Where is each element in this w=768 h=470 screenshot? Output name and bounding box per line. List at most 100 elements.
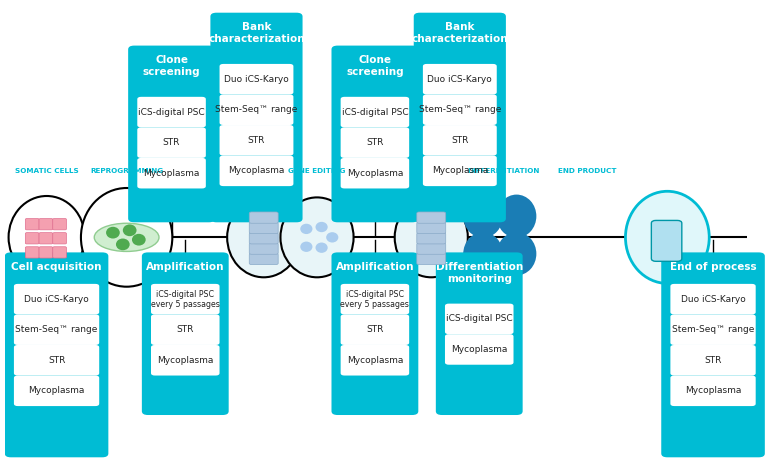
Ellipse shape [463,232,503,275]
FancyBboxPatch shape [151,284,220,314]
Text: STR: STR [366,138,383,147]
FancyBboxPatch shape [14,376,99,406]
Text: STR: STR [451,136,468,145]
FancyBboxPatch shape [341,345,409,376]
FancyBboxPatch shape [332,46,419,222]
FancyBboxPatch shape [137,127,206,158]
FancyBboxPatch shape [53,233,67,244]
FancyBboxPatch shape [423,94,497,125]
Text: Bank
characterization: Bank characterization [412,22,508,44]
Text: iCS-digital PSC
every 5 passages: iCS-digital PSC every 5 passages [151,290,220,308]
FancyBboxPatch shape [445,334,514,365]
Text: DIFFERENTIATION: DIFFERENTIATION [468,168,540,174]
FancyBboxPatch shape [14,314,99,345]
Text: Stem-Seq™ range: Stem-Seq™ range [215,105,298,114]
Text: iCS-digital PSC: iCS-digital PSC [138,108,205,117]
FancyBboxPatch shape [417,222,445,234]
FancyBboxPatch shape [341,284,409,314]
FancyBboxPatch shape [414,13,506,222]
Text: Amplification: Amplification [146,262,224,272]
FancyBboxPatch shape [39,233,53,244]
Text: Mycoplasma: Mycoplasma [144,169,200,178]
FancyBboxPatch shape [670,284,756,314]
Ellipse shape [316,243,328,253]
FancyBboxPatch shape [25,233,39,244]
FancyBboxPatch shape [137,158,206,188]
Ellipse shape [106,227,120,239]
FancyBboxPatch shape [341,314,409,345]
FancyBboxPatch shape [250,233,278,244]
FancyBboxPatch shape [417,233,445,244]
FancyBboxPatch shape [250,212,278,223]
Text: Mycoplasma: Mycoplasma [346,169,403,178]
Ellipse shape [227,197,300,277]
Ellipse shape [300,224,313,234]
FancyBboxPatch shape [220,156,293,186]
FancyBboxPatch shape [220,94,293,125]
FancyBboxPatch shape [14,284,99,314]
Text: STR: STR [163,138,180,147]
FancyBboxPatch shape [250,243,278,254]
Text: STR: STR [177,325,194,334]
FancyBboxPatch shape [341,127,409,158]
Text: STR: STR [704,356,722,365]
Text: Bank
characterization: Bank characterization [208,22,305,44]
FancyBboxPatch shape [250,253,278,265]
FancyBboxPatch shape [445,304,514,334]
FancyBboxPatch shape [341,97,409,127]
FancyBboxPatch shape [142,252,229,415]
Ellipse shape [625,191,709,283]
Text: END PRODUCT: END PRODUCT [558,168,617,174]
Ellipse shape [497,195,536,238]
Text: REPROGRAMMING: REPROGRAMMING [90,168,164,174]
FancyBboxPatch shape [25,247,39,258]
FancyBboxPatch shape [25,219,39,230]
FancyBboxPatch shape [417,212,445,223]
Text: Stem-Seq™ range: Stem-Seq™ range [419,105,501,114]
Ellipse shape [132,234,146,246]
Text: Cell acquisition: Cell acquisition [12,262,102,272]
Text: GENE EDITING: GENE EDITING [288,168,346,174]
FancyBboxPatch shape [670,314,756,345]
Text: iCS-digital PSC: iCS-digital PSC [342,108,409,117]
FancyBboxPatch shape [423,64,497,94]
FancyBboxPatch shape [128,46,215,222]
Text: Mycoplasma: Mycoplasma [346,356,403,365]
Ellipse shape [463,195,503,238]
Ellipse shape [326,232,339,243]
Ellipse shape [497,232,536,275]
Ellipse shape [123,225,137,236]
Text: Clone
screening: Clone screening [346,55,404,77]
FancyBboxPatch shape [39,219,53,230]
Text: Mycoplasma: Mycoplasma [228,166,285,175]
Text: STR: STR [366,325,383,334]
FancyBboxPatch shape [651,220,682,261]
Text: Stem-Seq™ range: Stem-Seq™ range [672,325,754,334]
FancyBboxPatch shape [423,125,497,156]
FancyBboxPatch shape [341,158,409,188]
FancyBboxPatch shape [151,314,220,345]
FancyBboxPatch shape [210,13,303,222]
FancyBboxPatch shape [661,252,765,457]
Ellipse shape [116,239,130,251]
Text: iCS-digital PSC
every 5 passages: iCS-digital PSC every 5 passages [340,290,409,308]
Text: iCS-digital PSC: iCS-digital PSC [446,314,512,323]
Text: Mycoplasma: Mycoplasma [28,386,84,395]
FancyBboxPatch shape [417,243,445,254]
FancyBboxPatch shape [220,64,293,94]
Ellipse shape [316,222,328,232]
Text: Differentiation
monitoring: Differentiation monitoring [435,262,523,284]
Text: Mycoplasma: Mycoplasma [685,386,741,395]
FancyBboxPatch shape [670,376,756,406]
FancyBboxPatch shape [53,247,67,258]
Text: Stem-Seq™ range: Stem-Seq™ range [15,325,98,334]
Text: Clone
screening: Clone screening [143,55,200,77]
Ellipse shape [81,188,172,287]
FancyBboxPatch shape [53,219,67,230]
Text: STR: STR [48,356,65,365]
FancyBboxPatch shape [423,156,497,186]
FancyBboxPatch shape [137,97,206,127]
FancyBboxPatch shape [220,125,293,156]
Text: SOMATIC CELLS: SOMATIC CELLS [15,168,78,174]
Text: Mycoplasma: Mycoplasma [157,356,214,365]
